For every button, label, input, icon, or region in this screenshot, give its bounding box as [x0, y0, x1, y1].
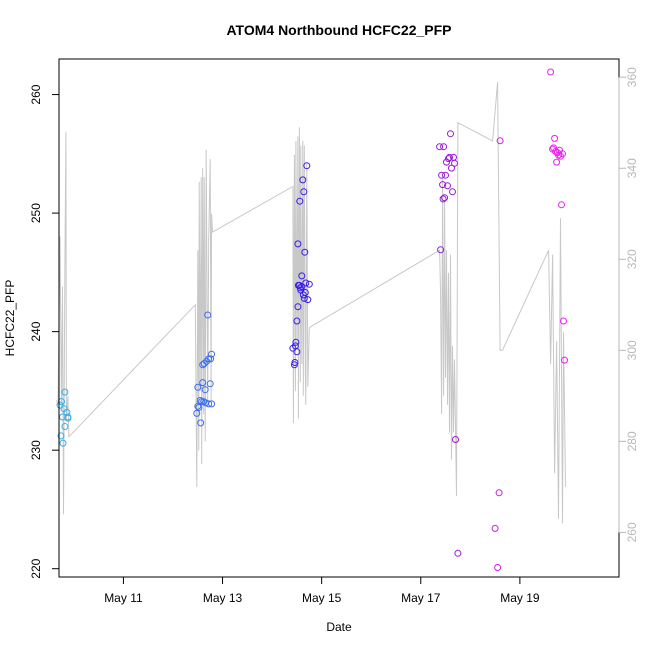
data-point — [208, 400, 216, 408]
data-point — [553, 158, 561, 166]
data-point — [454, 549, 462, 557]
x-tick-label: May 11 — [104, 591, 143, 605]
data-point — [550, 144, 558, 152]
data-point — [439, 195, 447, 203]
data-point — [299, 176, 307, 184]
data-point — [303, 162, 311, 170]
data-point — [194, 383, 202, 391]
x-tick-label: May 15 — [302, 591, 342, 605]
data-point — [445, 155, 452, 163]
data-point — [447, 130, 454, 138]
y-axis-right: 260 280 300 320 340 360 — [618, 67, 639, 542]
data-point — [444, 182, 451, 190]
data-point — [197, 419, 205, 427]
data-point — [436, 143, 444, 151]
x-tick-label: May 17 — [401, 591, 441, 605]
data-point — [204, 311, 212, 319]
data-point — [559, 150, 566, 158]
data-point — [496, 137, 504, 145]
data-point — [199, 361, 207, 369]
x-axis: May 11 May 13 May 15 May 17 May 19 — [104, 576, 540, 605]
data-point — [193, 409, 201, 417]
y2-tick-label: 340 — [625, 158, 639, 178]
data-point — [61, 388, 69, 396]
y-axis-label: HCFC22_PFP — [3, 280, 17, 357]
data-point — [302, 279, 310, 287]
y2-tick-label: 360 — [625, 67, 639, 87]
y-tick-label: 250 — [29, 203, 43, 223]
data-point — [56, 401, 64, 409]
y2-tick-label: 320 — [625, 249, 639, 269]
data-point — [291, 359, 299, 366]
data-point — [442, 171, 449, 179]
y-tick-label: 240 — [29, 321, 43, 341]
data-point — [449, 188, 456, 196]
data-point — [293, 348, 301, 356]
data-point — [195, 404, 203, 411]
data-point — [452, 436, 459, 443]
data-point — [201, 386, 209, 394]
data-point — [207, 355, 215, 363]
data-point — [441, 194, 449, 202]
data-point — [304, 296, 312, 304]
points-layer — [56, 68, 568, 571]
data-point — [301, 248, 309, 256]
data-point — [296, 197, 304, 205]
data-point — [495, 489, 503, 497]
x-tick-label: May 13 — [203, 591, 243, 605]
data-point — [194, 402, 202, 410]
data-point — [199, 379, 207, 387]
series-line — [56, 81, 566, 524]
line-layer — [56, 81, 566, 524]
data-point — [206, 380, 214, 388]
data-point — [301, 289, 309, 296]
data-point — [294, 240, 302, 248]
x-axis-label: Date — [326, 620, 352, 634]
data-point — [298, 272, 306, 280]
data-point — [61, 423, 69, 430]
y-axis-left: 220 230 240 250 260 — [29, 84, 60, 579]
data-point — [300, 188, 308, 196]
data-point — [198, 398, 206, 406]
y-tick-label: 260 — [29, 84, 43, 104]
data-point — [558, 201, 565, 209]
data-point — [292, 338, 300, 346]
data-point — [205, 400, 213, 408]
data-point — [451, 159, 458, 167]
data-point — [491, 524, 499, 532]
data-point — [446, 153, 453, 161]
data-point — [439, 181, 447, 189]
y2-tick-label: 300 — [625, 340, 639, 360]
y2-tick-label: 260 — [625, 522, 639, 542]
data-point — [305, 280, 313, 288]
data-point — [560, 317, 567, 325]
data-point — [59, 439, 67, 447]
data-point — [547, 68, 555, 76]
data-point — [57, 432, 65, 440]
y-tick-label: 230 — [29, 440, 43, 460]
data-point — [561, 356, 568, 364]
data-point — [208, 350, 216, 358]
y2-tick-label: 280 — [625, 431, 639, 451]
plot-frame — [58, 58, 620, 578]
data-point — [298, 283, 306, 291]
data-point — [438, 171, 446, 179]
data-point — [440, 143, 448, 151]
data-point — [437, 246, 445, 254]
data-point — [64, 414, 72, 422]
y-tick-label: 220 — [29, 558, 43, 578]
x-tick-label: May 19 — [500, 591, 540, 605]
data-point — [551, 134, 559, 142]
data-point — [293, 317, 301, 325]
data-point — [294, 303, 302, 311]
data-point — [494, 564, 502, 571]
chart-title: ATOM4 Northbound HCFC22_PFP — [226, 22, 451, 38]
